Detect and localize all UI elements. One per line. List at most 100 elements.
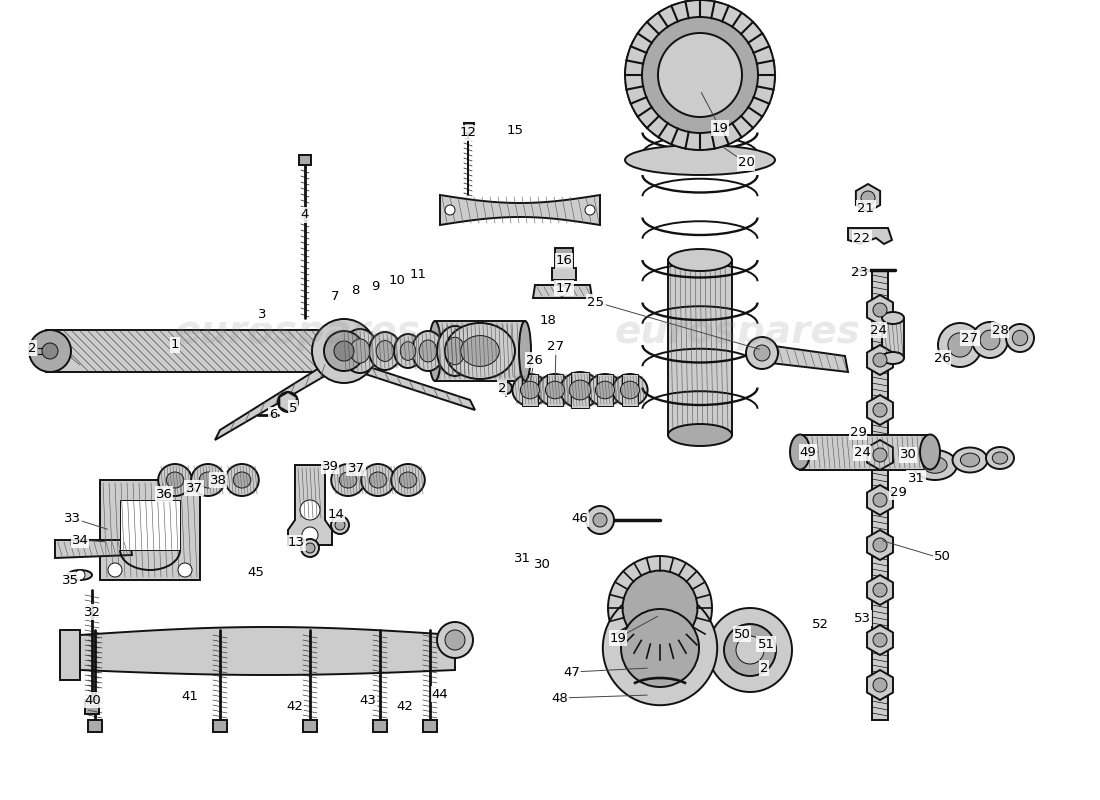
Circle shape [302, 527, 318, 543]
Ellipse shape [339, 472, 356, 488]
Polygon shape [100, 480, 200, 580]
Bar [88, 720, 102, 732]
Text: 17: 17 [556, 282, 572, 294]
Ellipse shape [68, 570, 92, 580]
Text: 18: 18 [540, 314, 557, 326]
Polygon shape [867, 440, 893, 470]
Polygon shape [80, 627, 455, 675]
Polygon shape [856, 184, 880, 212]
Polygon shape [867, 485, 893, 515]
Text: 25: 25 [587, 295, 605, 309]
Bar [552, 268, 576, 280]
Circle shape [938, 323, 982, 367]
Circle shape [873, 583, 887, 597]
Polygon shape [867, 345, 893, 375]
Polygon shape [288, 465, 332, 545]
Ellipse shape [960, 453, 980, 467]
Text: 7: 7 [331, 290, 339, 303]
Text: 52: 52 [812, 618, 828, 630]
Text: 45: 45 [248, 566, 264, 579]
Text: 24: 24 [870, 323, 887, 337]
Text: 24: 24 [854, 446, 870, 459]
Bar [597, 374, 613, 406]
Text: eurospares: eurospares [614, 313, 860, 351]
Ellipse shape [613, 374, 648, 406]
Bar [85, 700, 99, 714]
Text: 2: 2 [497, 382, 506, 394]
Ellipse shape [158, 464, 191, 496]
Polygon shape [867, 575, 893, 605]
Polygon shape [440, 195, 600, 225]
Polygon shape [867, 670, 893, 700]
Circle shape [312, 319, 376, 383]
Bar [302, 720, 317, 732]
Circle shape [873, 303, 887, 317]
Text: 44: 44 [431, 687, 449, 701]
Ellipse shape [620, 381, 639, 399]
Ellipse shape [233, 472, 251, 488]
Ellipse shape [399, 472, 417, 488]
Circle shape [305, 543, 315, 553]
Ellipse shape [394, 334, 422, 368]
Polygon shape [534, 285, 592, 298]
Circle shape [708, 608, 792, 692]
Ellipse shape [923, 457, 947, 474]
Text: 31: 31 [908, 471, 924, 485]
Text: 41: 41 [182, 690, 198, 702]
Bar [547, 374, 563, 406]
Text: 5: 5 [288, 402, 297, 414]
Polygon shape [867, 295, 893, 325]
Circle shape [642, 17, 758, 133]
Ellipse shape [882, 352, 904, 364]
Circle shape [586, 506, 614, 534]
Ellipse shape [400, 342, 416, 360]
Circle shape [585, 205, 595, 215]
Text: 20: 20 [738, 157, 755, 170]
Bar [800, 435, 929, 470]
Text: eurospares: eurospares [174, 313, 420, 351]
Circle shape [593, 513, 607, 527]
Ellipse shape [913, 450, 957, 480]
Text: 40: 40 [85, 694, 101, 706]
Ellipse shape [342, 329, 378, 373]
Polygon shape [348, 360, 475, 410]
Circle shape [1012, 330, 1027, 346]
Circle shape [300, 500, 320, 520]
Text: 46: 46 [572, 513, 588, 526]
Text: 26: 26 [526, 354, 542, 366]
Ellipse shape [953, 447, 988, 473]
Circle shape [736, 636, 764, 664]
Ellipse shape [446, 338, 465, 365]
Circle shape [42, 343, 58, 359]
Polygon shape [760, 344, 848, 372]
Ellipse shape [546, 381, 564, 399]
Text: 51: 51 [758, 638, 774, 650]
Circle shape [324, 331, 364, 371]
Ellipse shape [461, 336, 499, 366]
Circle shape [873, 493, 887, 507]
Ellipse shape [519, 321, 531, 381]
Text: 42: 42 [397, 699, 414, 713]
Text: 30: 30 [900, 449, 916, 462]
Ellipse shape [331, 464, 365, 496]
Polygon shape [55, 540, 132, 558]
Ellipse shape [392, 464, 425, 496]
Text: 2: 2 [760, 662, 768, 674]
Text: 27: 27 [548, 341, 564, 354]
Text: 29: 29 [849, 426, 867, 438]
Circle shape [625, 0, 776, 150]
Text: 16: 16 [556, 254, 572, 267]
Ellipse shape [429, 321, 441, 381]
Circle shape [278, 392, 298, 412]
Text: 8: 8 [351, 285, 360, 298]
Text: 50: 50 [734, 627, 750, 641]
Circle shape [873, 633, 887, 647]
Text: 3: 3 [257, 309, 266, 322]
Text: 29: 29 [890, 486, 906, 498]
Circle shape [873, 353, 887, 367]
Polygon shape [60, 630, 80, 680]
Ellipse shape [368, 332, 402, 370]
Ellipse shape [350, 339, 370, 363]
Circle shape [658, 33, 742, 117]
Ellipse shape [191, 464, 224, 496]
